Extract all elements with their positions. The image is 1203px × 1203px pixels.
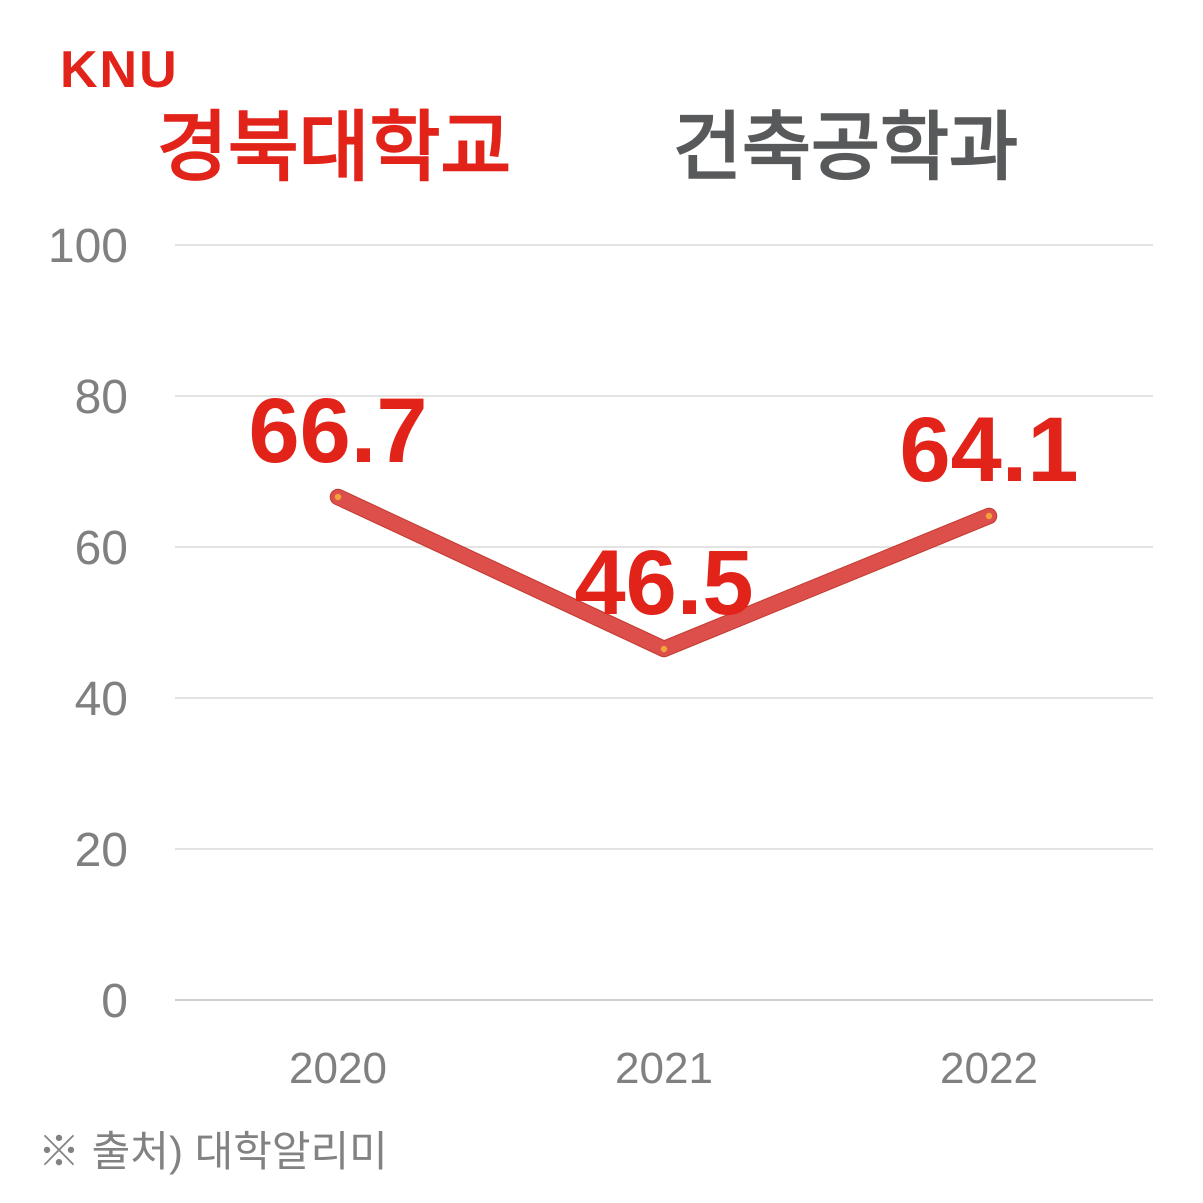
svg-text:100: 100 [48, 220, 128, 273]
svg-text:80: 80 [75, 371, 128, 424]
svg-text:0: 0 [101, 975, 128, 1028]
svg-text:2021: 2021 [615, 1044, 713, 1093]
svg-text:2020: 2020 [289, 1044, 387, 1093]
svg-text:46.5: 46.5 [574, 532, 753, 634]
svg-text:40: 40 [75, 673, 128, 726]
svg-text:64.1: 64.1 [899, 399, 1078, 501]
svg-text:2022: 2022 [940, 1044, 1038, 1093]
svg-text:66.7: 66.7 [248, 380, 427, 482]
svg-text:60: 60 [75, 522, 128, 575]
svg-text:20: 20 [75, 824, 128, 877]
